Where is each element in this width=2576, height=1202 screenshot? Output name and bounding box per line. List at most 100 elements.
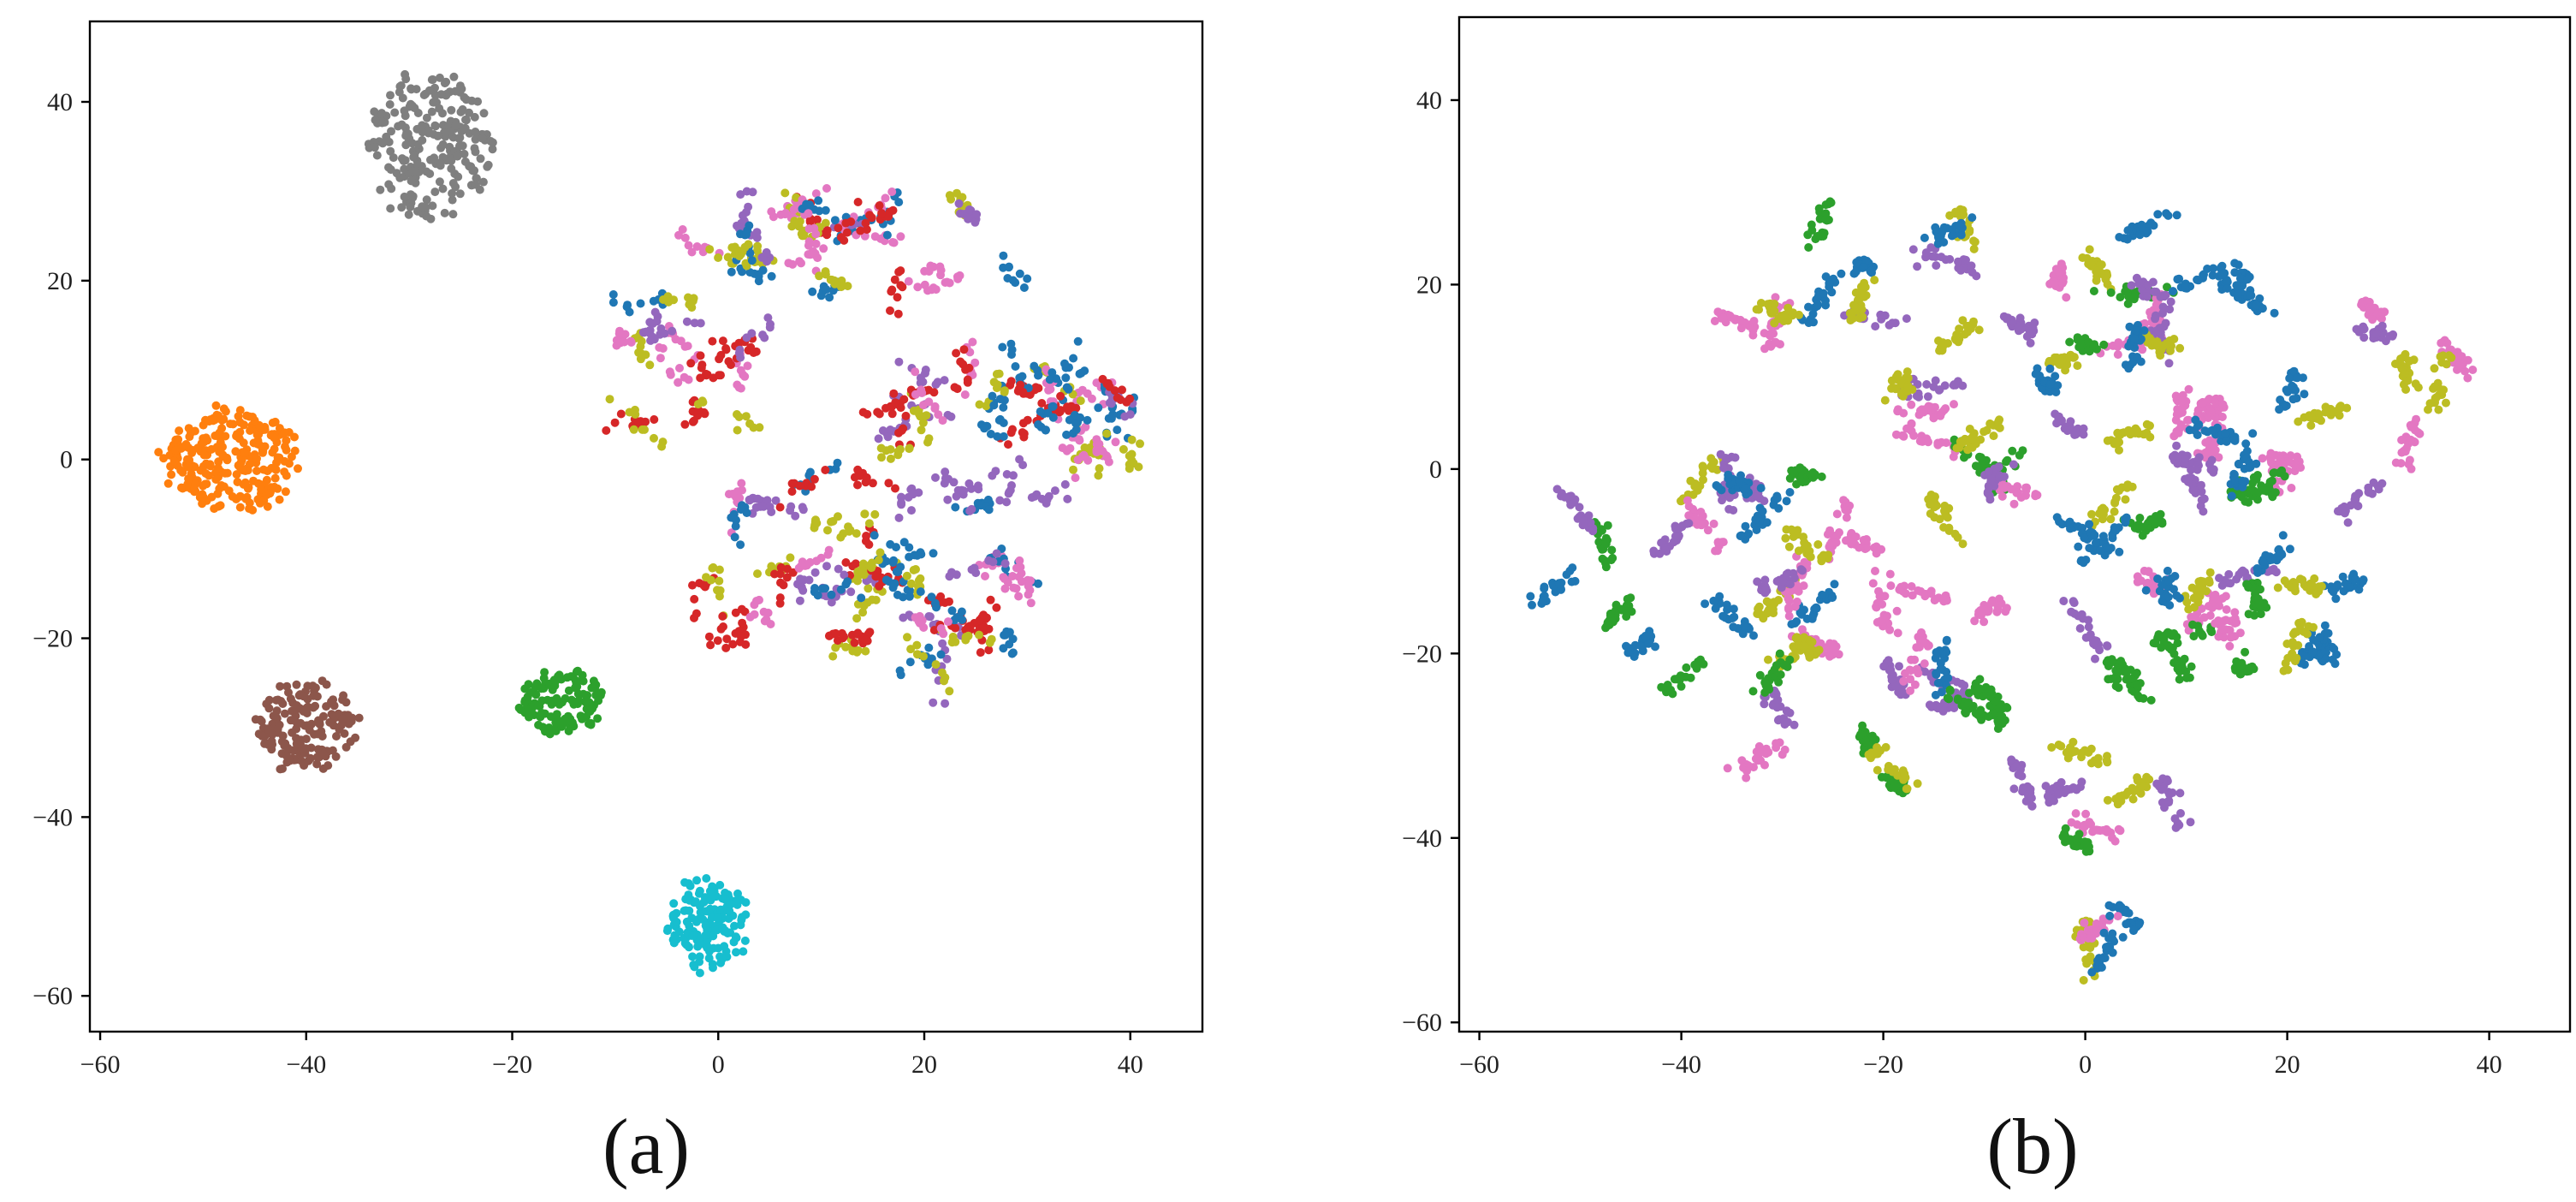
scatter-point-pink [822, 184, 831, 193]
scatter-point-pink [960, 390, 970, 399]
scatter-point-olive [2162, 339, 2171, 348]
scatter-point-purple [649, 318, 657, 328]
scatter-point-purple [2070, 609, 2080, 618]
scatter-point-olive [1759, 614, 1768, 623]
scatter-point-olive [828, 652, 838, 661]
scatter-point-blue [2315, 633, 2324, 642]
scatter-point-pink [887, 187, 897, 196]
scatter-point-green [1780, 660, 1789, 669]
scatter-point-gray [410, 151, 419, 160]
scatter-point-gray [468, 166, 478, 176]
scatter-point-blue [1083, 415, 1092, 425]
scatter-point-gray [428, 201, 437, 211]
scatter-point-purple [822, 562, 831, 571]
scatter-point-orange [200, 479, 210, 489]
scatter-point-brown [307, 719, 316, 729]
scatter-point-blue [989, 401, 999, 410]
scatter-point-green [2166, 645, 2175, 654]
scatter-point-pink [1825, 540, 1835, 550]
scatter-point-green [549, 675, 559, 685]
scatter-point-olive [740, 242, 750, 252]
y-tick-label: −40 [33, 803, 73, 831]
scatter-point-red [724, 357, 733, 366]
scatter-point-cyan [723, 907, 733, 915]
scatter-point-green [1871, 735, 1880, 744]
scatter-point-pink [2002, 604, 2011, 613]
scatter-point-purple [2002, 314, 2011, 324]
scatter-point-orange [240, 478, 250, 487]
scatter-point-cyan [695, 968, 704, 978]
scatter-point-brown [328, 746, 337, 755]
scatter-point-brown [325, 717, 335, 727]
scatter-point-olive [2087, 509, 2096, 519]
scatter-point-blue [1758, 507, 1767, 516]
scatter-point-purple [2164, 798, 2174, 807]
scatter-point-olive [2205, 568, 2215, 577]
scatter-point-red [812, 215, 822, 224]
scatter-point-purple [1724, 504, 1734, 514]
scatter-point-purple [696, 318, 705, 328]
scatter-point-purple [2152, 779, 2162, 788]
scatter-point-blue [2118, 932, 2128, 942]
scatter-point-green [540, 668, 549, 677]
scatter-point-gray [407, 176, 416, 186]
scatter-point-green [2181, 667, 2191, 676]
scatter-point-pink [1970, 616, 1979, 626]
scatter-point-blue [821, 205, 830, 215]
scatter-point-pink [767, 207, 776, 217]
scatter-point-pink [1899, 431, 1908, 441]
scatter-point-olive [1969, 431, 1978, 440]
scatter-point-purple [745, 496, 754, 505]
scatter-point-blue [2104, 934, 2114, 943]
scatter-point-orange [263, 502, 272, 511]
scatter-point-purple [941, 473, 950, 483]
scatter-point-orange [239, 420, 248, 430]
scatter-point-olive [912, 650, 922, 659]
scatter-point-purple [1956, 265, 1966, 275]
scatter-point-purple [2069, 597, 2078, 606]
scatter-point-blue [2111, 526, 2121, 535]
scatter-point-blue [916, 587, 925, 597]
scatter-point-gray [449, 72, 459, 81]
scatter-point-red [699, 580, 709, 590]
scatter-point-orange [235, 406, 245, 415]
scatter-point-green [2188, 620, 2197, 629]
scatter-point-blue [2115, 904, 2124, 913]
scatter-point-purple [929, 698, 938, 707]
scatter-point-red [899, 395, 909, 404]
scatter-point-purple [907, 506, 916, 515]
scatter-point-pink [2217, 413, 2227, 421]
scatter-point-pink [1905, 425, 1914, 434]
scatter-point-cyan [699, 897, 709, 907]
scatter-point-blue [2080, 533, 2089, 543]
scatter-point-red [721, 643, 731, 652]
scatter-point-olive [1968, 443, 1977, 452]
scatter-point-blue [1782, 497, 1791, 506]
scatter-point-brown [318, 749, 328, 759]
scatter-point-olive [2085, 245, 2094, 254]
scatter-point-pink [2407, 464, 2416, 473]
scatter-point-pink [2406, 435, 2415, 444]
scatter-point-purple [2217, 580, 2227, 590]
scatter-point-purple [1120, 412, 1130, 421]
scatter-point-purple [2059, 597, 2069, 605]
scatter-point-green [2245, 666, 2254, 675]
scatter-point-pink [2208, 598, 2217, 607]
scatter-point-gray [427, 75, 436, 85]
scatter-point-purple [1753, 492, 1761, 502]
scatter-point-red [868, 479, 877, 488]
scatter-point-olive [1129, 459, 1138, 468]
scatter-point-purple [1945, 254, 1955, 264]
scatter-point-purple [1032, 490, 1042, 499]
scatter-point-pink [1835, 528, 1843, 537]
scatter-point-purple [1914, 392, 1923, 402]
scatter-point-gray [422, 113, 431, 122]
scatter-point-pink [1933, 440, 1943, 449]
scatter-point-orange [245, 504, 254, 514]
scatter-point-purple [1785, 708, 1795, 717]
scatter-point-pink [1016, 562, 1025, 572]
scatter-point-olive [918, 418, 928, 427]
scatter-point-purple [2027, 801, 2037, 811]
scatter-point-purple [1007, 481, 1016, 490]
scatter-point-blue [2079, 558, 2088, 568]
